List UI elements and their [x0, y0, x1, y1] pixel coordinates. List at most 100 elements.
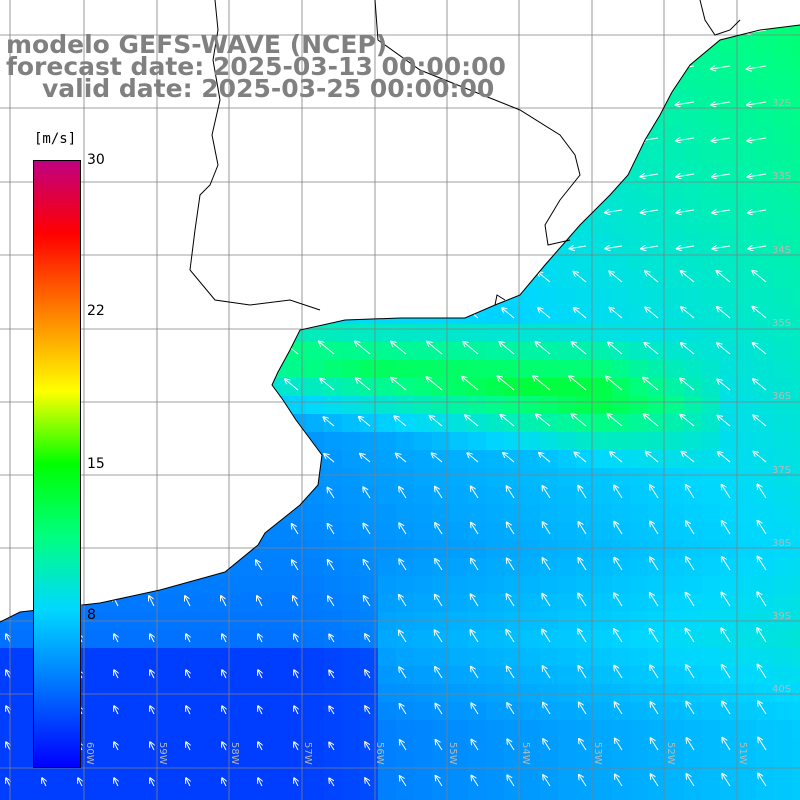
wind-arrow	[292, 524, 299, 535]
field-cell	[198, 792, 216, 800]
field-cell	[648, 270, 666, 288]
field-cell	[774, 216, 792, 234]
field-cell	[378, 378, 396, 396]
field-cell	[774, 144, 792, 162]
wind-arrow	[4, 560, 11, 571]
field-cell	[594, 216, 612, 234]
wind-arrow	[221, 596, 227, 607]
field-cell	[576, 792, 594, 800]
field-cell	[576, 180, 594, 198]
wind-arrow	[179, 273, 191, 283]
wind-arrow	[319, 341, 335, 355]
field-cell	[738, 126, 756, 144]
field-cell	[684, 36, 702, 54]
field-cell	[378, 684, 396, 702]
field-cell	[180, 306, 198, 324]
field-cell	[0, 360, 18, 378]
field-cell	[774, 792, 792, 800]
field-cell	[630, 90, 648, 108]
wind-arrow	[569, 174, 587, 177]
field-cell	[612, 252, 630, 270]
field-cell	[0, 576, 18, 594]
field-cell	[270, 108, 288, 126]
field-cell	[540, 288, 558, 306]
field-cell	[198, 558, 216, 576]
wind-arrow	[536, 414, 551, 427]
field-cell	[324, 216, 342, 234]
field-cell	[702, 450, 720, 468]
field-cell	[468, 198, 486, 216]
field-cell	[774, 774, 792, 792]
wind-arrow	[430, 308, 443, 319]
field-cell	[720, 72, 738, 90]
field-cell	[108, 576, 126, 594]
field-cell	[468, 666, 486, 684]
field-cell	[504, 360, 522, 378]
field-cell	[270, 0, 288, 18]
wind-arrow	[222, 706, 226, 715]
field-cell	[612, 234, 630, 252]
field-cell	[0, 648, 18, 666]
field-cell	[108, 558, 126, 576]
field-cell	[54, 792, 72, 800]
field-cell	[702, 108, 720, 126]
field-cell	[306, 144, 324, 162]
field-cell	[396, 288, 414, 306]
field-cell	[450, 720, 468, 738]
field-cell	[630, 738, 648, 756]
field-cell	[720, 0, 738, 18]
wind-arrow	[139, 138, 155, 140]
field-cell	[450, 306, 468, 324]
field-cell	[666, 396, 684, 414]
wind-arrow	[427, 246, 443, 248]
wind-arrow	[329, 706, 334, 715]
field-cell	[792, 630, 800, 648]
field-cell	[702, 738, 720, 756]
wind-arrow	[651, 738, 659, 751]
field-cell	[792, 180, 800, 198]
field-cell	[540, 594, 558, 612]
field-cell	[648, 216, 666, 234]
field-cell	[378, 162, 396, 180]
wind-arrow	[568, 30, 587, 33]
field-cell	[252, 162, 270, 180]
wind-arrow	[294, 778, 298, 787]
field-cell	[414, 432, 432, 450]
field-cell	[144, 360, 162, 378]
field-cell	[306, 720, 324, 738]
colorbar-tick-8: 8	[87, 607, 96, 623]
field-cell	[666, 702, 684, 720]
field-cell	[90, 630, 108, 648]
field-cell	[558, 468, 576, 486]
field-cell	[198, 738, 216, 756]
wind-arrow	[329, 778, 334, 787]
field-cell	[108, 450, 126, 468]
field-cell	[558, 306, 576, 324]
wind-arrow	[463, 246, 479, 248]
field-cell	[720, 180, 738, 198]
wind-arrow	[114, 778, 118, 787]
field-cell	[774, 504, 792, 522]
field-cell	[450, 234, 468, 252]
field-cell	[792, 36, 800, 54]
field-cell	[576, 72, 594, 90]
field-cell	[252, 378, 270, 396]
wind-arrow	[144, 346, 155, 355]
field-cell	[324, 666, 342, 684]
field-cell	[522, 720, 540, 738]
wind-arrow	[249, 307, 263, 319]
field-cell	[216, 432, 234, 450]
field-cell	[756, 360, 774, 378]
field-cell	[720, 540, 738, 558]
field-cell	[738, 522, 756, 540]
field-cell	[432, 468, 450, 486]
field-cell	[630, 522, 648, 540]
wind-arrow	[506, 630, 515, 643]
field-cell	[702, 756, 720, 774]
wind-arrow	[112, 524, 119, 535]
field-cell	[360, 378, 378, 396]
wind-arrow	[471, 776, 479, 787]
field-cell	[684, 342, 702, 360]
field-cell	[648, 54, 666, 72]
field-cell	[630, 396, 648, 414]
